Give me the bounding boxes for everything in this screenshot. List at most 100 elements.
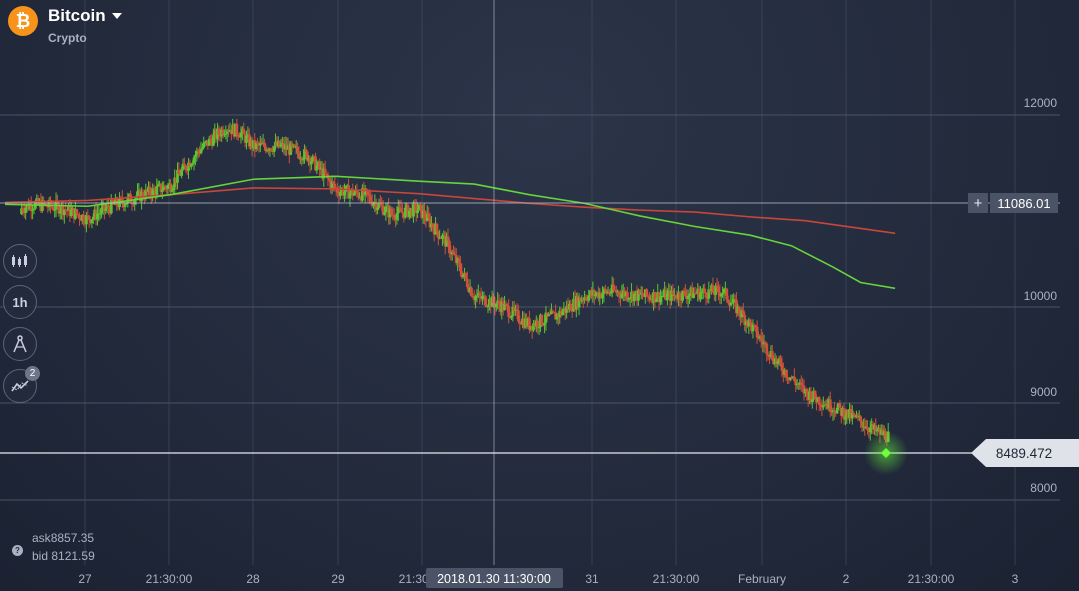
candle-body bbox=[272, 146, 276, 152]
x-tick-label: 28 bbox=[246, 572, 260, 586]
candle-body bbox=[189, 164, 193, 167]
candle-body bbox=[21, 208, 25, 212]
candle-body bbox=[102, 204, 106, 211]
candle-body bbox=[82, 214, 86, 223]
candle-body bbox=[579, 297, 582, 302]
candle-body bbox=[722, 289, 726, 293]
candle-body bbox=[809, 391, 813, 403]
candle-body bbox=[98, 213, 102, 215]
indicators-button[interactable]: 2 bbox=[3, 366, 40, 403]
candle-body bbox=[65, 210, 69, 212]
candle-body bbox=[510, 316, 513, 318]
candle-body bbox=[308, 157, 312, 165]
candle-body bbox=[805, 388, 809, 393]
candle-body bbox=[775, 358, 778, 364]
candle-body bbox=[396, 206, 400, 214]
candle-body bbox=[323, 168, 327, 174]
candle-body bbox=[24, 207, 28, 213]
candle-body bbox=[296, 147, 299, 153]
candle-body bbox=[192, 157, 196, 164]
candle-body bbox=[351, 189, 355, 196]
help-icon[interactable]: ? bbox=[12, 545, 23, 556]
candle-body bbox=[715, 285, 719, 287]
chevron-down-icon[interactable] bbox=[111, 13, 122, 19]
candle-body bbox=[163, 185, 167, 188]
candle-body bbox=[293, 145, 297, 148]
indicators-icon bbox=[11, 380, 29, 392]
candle-body bbox=[686, 295, 690, 300]
candle-body bbox=[91, 216, 95, 220]
candle-body bbox=[452, 251, 455, 255]
candle-body bbox=[627, 298, 631, 300]
candle-body bbox=[518, 321, 522, 324]
candle-body bbox=[763, 342, 767, 344]
candle-body bbox=[544, 312, 548, 323]
candle-body bbox=[166, 185, 170, 190]
candle-body bbox=[671, 290, 675, 295]
candle-body bbox=[733, 298, 737, 300]
candle-body bbox=[828, 399, 832, 412]
candle-body bbox=[620, 293, 624, 298]
drawing-tools-button[interactable] bbox=[3, 327, 37, 361]
candle-body bbox=[264, 146, 268, 152]
candle-body bbox=[85, 214, 88, 225]
candle-body bbox=[184, 165, 188, 170]
timeframe-button[interactable]: 1h bbox=[3, 285, 37, 319]
candle-body bbox=[104, 208, 108, 211]
candle-body bbox=[418, 204, 422, 206]
candle-body bbox=[609, 292, 613, 294]
candle-body bbox=[641, 293, 644, 297]
candle-body bbox=[850, 413, 854, 419]
candle-body bbox=[327, 178, 331, 181]
candle-body bbox=[78, 214, 81, 219]
crosshair-plus-box[interactable] bbox=[968, 193, 988, 213]
candle-body bbox=[459, 263, 462, 272]
current-price-marker bbox=[881, 448, 891, 458]
candle-body bbox=[748, 319, 752, 323]
current-price-tag bbox=[971, 439, 1079, 467]
candle-body bbox=[547, 313, 551, 317]
candle-body bbox=[792, 376, 796, 381]
candle-body bbox=[203, 142, 207, 144]
candle-body bbox=[714, 285, 718, 295]
candle-body bbox=[325, 173, 328, 175]
candle-body bbox=[278, 140, 282, 147]
candle-body bbox=[148, 186, 152, 195]
candle-body bbox=[381, 205, 385, 215]
asset-selector[interactable]: Bitcoin bbox=[48, 6, 122, 26]
candle-body bbox=[511, 306, 515, 317]
chart-type-button[interactable] bbox=[3, 244, 37, 278]
candle-body bbox=[683, 290, 687, 296]
candle-body bbox=[584, 297, 588, 300]
candle-body bbox=[447, 240, 451, 254]
candle-body bbox=[242, 128, 246, 135]
candle-body bbox=[416, 210, 420, 213]
candles-icon bbox=[12, 254, 27, 267]
candle-body bbox=[136, 191, 139, 198]
candle-body bbox=[300, 158, 304, 161]
candle-body bbox=[543, 322, 546, 325]
bid-value: 8121.59 bbox=[51, 549, 95, 563]
compass-icon bbox=[13, 335, 27, 353]
candle-body bbox=[628, 297, 632, 299]
candle-body bbox=[156, 184, 160, 187]
candle-body bbox=[176, 169, 179, 183]
y-tick-label: 9000 bbox=[1030, 385, 1057, 399]
candle-body bbox=[50, 206, 54, 208]
candle-body bbox=[347, 185, 351, 199]
candle-body bbox=[637, 290, 640, 301]
candle-body bbox=[144, 189, 148, 199]
candle-body bbox=[516, 310, 520, 322]
candle-body bbox=[134, 197, 138, 200]
candle-body bbox=[497, 300, 501, 305]
candle-body bbox=[614, 290, 618, 293]
candle-body bbox=[123, 204, 127, 208]
candle-body bbox=[743, 314, 747, 325]
ma-fast-line bbox=[4, 175, 896, 290]
candle-body bbox=[304, 149, 308, 152]
candle-body bbox=[659, 296, 662, 303]
candle-body bbox=[678, 292, 682, 300]
candle-body bbox=[860, 421, 864, 427]
